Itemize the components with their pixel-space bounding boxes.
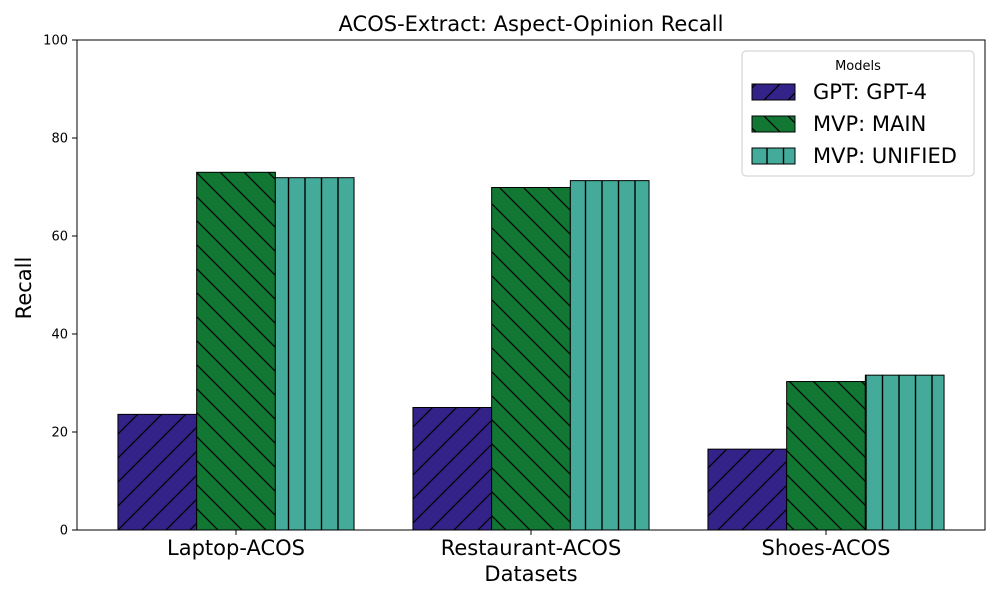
legend-swatch-hatch bbox=[751, 83, 796, 101]
legend-swatch-hatch bbox=[751, 115, 796, 133]
legend-entry: MVP: UNIFIED bbox=[751, 144, 957, 168]
x-axis-ticks: Laptop-ACOS Restaurant-ACOS Shoes-ACOS bbox=[167, 530, 890, 560]
y-tick-label: 80 bbox=[51, 132, 68, 147]
bar bbox=[491, 186, 571, 531]
bar-hatch bbox=[569, 180, 650, 531]
bar bbox=[569, 180, 650, 531]
legend-label: MVP: UNIFIED bbox=[813, 144, 957, 168]
bar-hatch bbox=[864, 374, 945, 531]
bar bbox=[274, 177, 355, 531]
x-tick-label: Laptop-ACOS bbox=[167, 536, 305, 560]
y-tick-label: 20 bbox=[51, 426, 68, 441]
legend-label: MVP: MAIN bbox=[813, 112, 926, 136]
y-tick-label: 0 bbox=[60, 524, 68, 539]
y-tick-label: 100 bbox=[43, 34, 68, 49]
y-axis-ticks: 0 20 40 60 80 100 bbox=[43, 34, 77, 539]
bar-hatch bbox=[412, 407, 493, 531]
legend-entry: GPT: GPT-4 bbox=[751, 80, 927, 104]
bar-hatch bbox=[274, 177, 355, 531]
bar bbox=[707, 448, 788, 531]
bar-hatch bbox=[786, 381, 866, 531]
legend-frame bbox=[741, 50, 975, 177]
legend-entry: MVP: MAIN bbox=[751, 112, 926, 136]
x-tick-label: Shoes-ACOS bbox=[762, 536, 891, 560]
y-tick-label: 40 bbox=[51, 328, 68, 343]
legend: Models GPT: GPT-4 MVP: MAIN MVP: UNIFIED bbox=[741, 50, 975, 177]
legend-title: Models bbox=[835, 59, 881, 74]
bar bbox=[412, 407, 493, 531]
bar-hatch bbox=[707, 448, 788, 531]
legend-swatch-hatch bbox=[751, 147, 796, 165]
legend-label: GPT: GPT-4 bbox=[813, 80, 927, 104]
bar-hatch bbox=[196, 171, 276, 531]
bars bbox=[117, 171, 945, 531]
x-tick-label: Restaurant-ACOS bbox=[441, 536, 622, 560]
bar bbox=[117, 413, 198, 531]
y-axis-label: Recall bbox=[12, 257, 36, 320]
bar-hatch bbox=[491, 186, 571, 531]
x-axis-label: Datasets bbox=[484, 562, 577, 586]
bar bbox=[196, 171, 276, 531]
bar bbox=[786, 381, 866, 531]
bar bbox=[864, 374, 945, 531]
bar-hatch bbox=[117, 413, 198, 531]
chart-title: ACOS-Extract: Aspect-Opinion Recall bbox=[339, 12, 724, 36]
y-tick-label: 60 bbox=[51, 230, 68, 245]
